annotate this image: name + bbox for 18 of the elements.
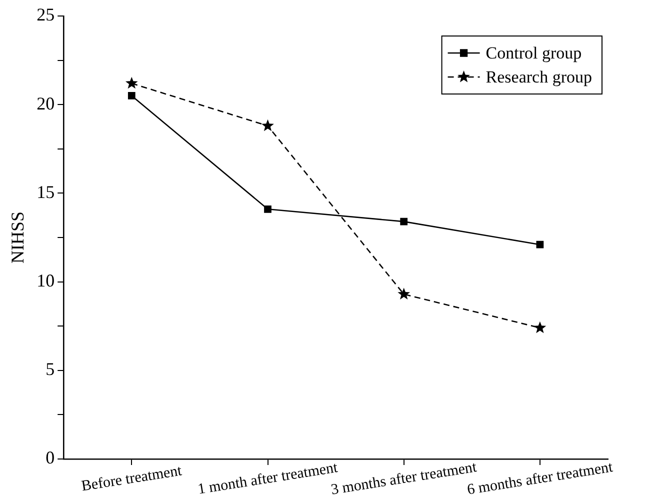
legend-label: Control group (486, 43, 582, 62)
y-tick-label: 10 (36, 270, 55, 291)
y-axis-title: NIHSS (8, 211, 28, 264)
y-tick-label: 5 (46, 359, 55, 380)
y-tick-label: 0 (46, 448, 55, 468)
x-tick-label: Before treatment (80, 462, 184, 495)
point (534, 321, 546, 334)
y-tick-label: 25 (36, 4, 55, 25)
point (264, 205, 272, 213)
point (125, 76, 138, 89)
point (262, 119, 274, 132)
legend-label: Research group (486, 67, 592, 86)
point (128, 92, 136, 100)
point (400, 218, 408, 226)
y-tick-label: 15 (36, 182, 55, 202)
y-tick-label: 20 (36, 93, 55, 114)
point (536, 240, 544, 248)
point (398, 288, 410, 300)
